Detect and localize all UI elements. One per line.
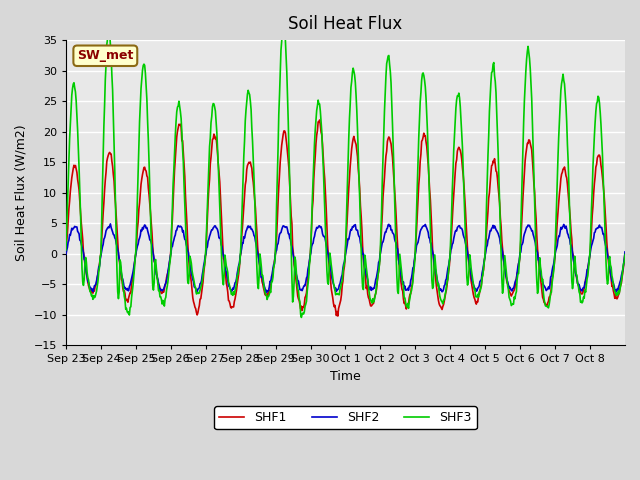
SHF1 bbox=[62, 249, 70, 255]
SHF3 bbox=[128, 295, 136, 300]
SHF2 bbox=[262, 289, 269, 295]
Y-axis label: Soil Heat Flux (W/m2): Soil Heat Flux (W/m2) bbox=[15, 124, 28, 261]
SHF1 bbox=[436, 303, 444, 309]
SHF1 bbox=[258, 278, 266, 284]
SHF3 bbox=[621, 252, 629, 257]
SHF2 bbox=[436, 288, 444, 293]
SHF3 bbox=[230, 291, 238, 297]
SHF2 bbox=[621, 249, 629, 255]
Title: Soil Heat Flux: Soil Heat Flux bbox=[289, 15, 403, 33]
Line: SHF1: SHF1 bbox=[66, 120, 625, 316]
SHF1 bbox=[230, 299, 238, 304]
SHF1 bbox=[279, 132, 287, 137]
SHF1 bbox=[128, 281, 136, 287]
Text: SW_met: SW_met bbox=[77, 49, 134, 62]
SHF3 bbox=[62, 247, 70, 253]
Legend: SHF1, SHF2, SHF3: SHF1, SHF2, SHF3 bbox=[214, 407, 477, 430]
SHF2 bbox=[281, 224, 289, 229]
SHF2 bbox=[129, 273, 136, 278]
Line: SHF3: SHF3 bbox=[66, 22, 625, 317]
SHF1 bbox=[316, 117, 323, 123]
SHF2 bbox=[107, 221, 115, 227]
SHF3 bbox=[279, 24, 287, 30]
SHF1 bbox=[404, 301, 412, 307]
SHF3 bbox=[404, 305, 412, 311]
SHF3 bbox=[280, 19, 288, 24]
SHF3 bbox=[298, 314, 305, 320]
X-axis label: Time: Time bbox=[330, 370, 361, 383]
SHF3 bbox=[436, 293, 444, 299]
SHF2 bbox=[404, 288, 412, 293]
SHF1 bbox=[621, 251, 629, 256]
SHF3 bbox=[258, 273, 266, 278]
SHF2 bbox=[259, 276, 267, 282]
Line: SHF2: SHF2 bbox=[66, 224, 625, 292]
SHF1 bbox=[334, 313, 342, 319]
SHF2 bbox=[62, 251, 70, 257]
SHF2 bbox=[231, 280, 239, 286]
